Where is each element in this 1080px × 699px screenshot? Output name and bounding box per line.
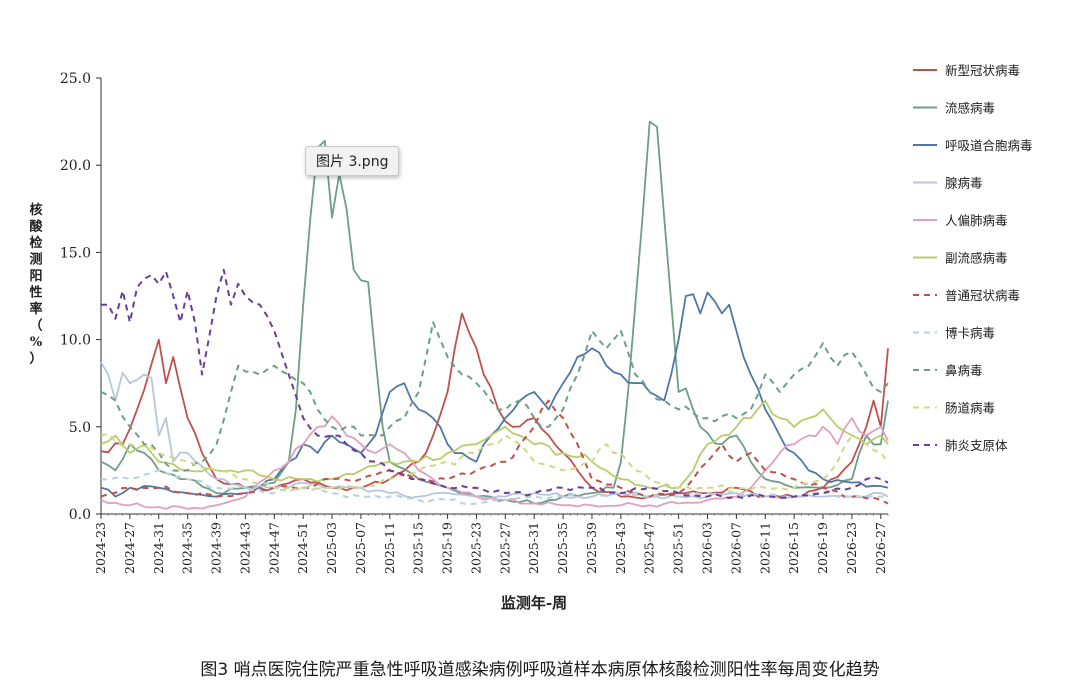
- x-tick-label: 2025-31: [526, 522, 541, 574]
- legend-label: 腺病毒: [945, 176, 983, 191]
- x-tick-label: 2026-03: [699, 522, 714, 574]
- series-line: [100, 399, 889, 490]
- figure-caption: 图3 哨点医院住院严重急性呼吸道感染病例呼吸道样本病原体核酸检测阳性率每周变化趋…: [200, 660, 880, 680]
- x-tick-label: 2025-03: [324, 522, 339, 574]
- y-tick-label: 0.0: [69, 507, 91, 523]
- legend-label: 副流感病毒: [945, 251, 1008, 266]
- image-filename-tooltip: 图片 3.png: [305, 146, 400, 176]
- x-tick-label: 2025-19: [440, 522, 455, 574]
- y-tick-label: 5.0: [69, 420, 91, 436]
- x-tick-label: 2026-07: [728, 522, 743, 574]
- series-line: [100, 469, 888, 506]
- x-tick-label: 2026-23: [844, 522, 859, 574]
- x-tick-label: 2025-15: [411, 522, 426, 574]
- chart-legend: 新型冠状病毒流感病毒呼吸道合胞病毒腺病毒人偏肺病毒副流感病毒普通冠状病毒博卡病毒…: [913, 63, 1033, 453]
- chart-series-layer: [100, 120, 889, 510]
- legend-label: 呼吸道合胞病毒: [945, 138, 1033, 153]
- x-tick-label: 2024-43: [237, 522, 252, 574]
- x-tick-label: 2026-27: [873, 522, 888, 574]
- legend-label: 普通冠状病毒: [945, 288, 1020, 303]
- series-line: [100, 361, 889, 500]
- x-tick-label: 2026-11: [757, 522, 772, 574]
- x-tick-label: 2024-47: [266, 522, 281, 574]
- x-axis-label: 监测年-周: [501, 594, 567, 612]
- legend-label: 肺炎支原体: [945, 438, 1008, 453]
- x-tick-label: 2025-47: [642, 522, 657, 574]
- x-tick-label: 2025-43: [613, 522, 628, 574]
- legend-label: 新型冠状病毒: [945, 63, 1020, 78]
- legend-label: 流感病毒: [945, 101, 995, 116]
- x-tick-label: 2024-27: [122, 522, 137, 574]
- series-line: [100, 399, 889, 505]
- x-tick-label: 2024-31: [151, 522, 166, 574]
- x-tick-label: 2024-35: [180, 522, 195, 574]
- y-axis-label: 核酸检测阳性率（%）: [29, 202, 43, 367]
- x-tick-label: 2025-27: [497, 522, 512, 574]
- series-line: [100, 415, 889, 510]
- x-tick-label: 2025-07: [353, 522, 368, 574]
- legend-label: 人偏肺病毒: [945, 213, 1008, 228]
- y-tick-label: 25.0: [60, 71, 91, 87]
- series-line: [101, 268, 889, 499]
- y-tick-label: 15.0: [60, 245, 91, 261]
- x-tick-label: 2025-35: [555, 522, 570, 574]
- series-line: [100, 321, 889, 473]
- x-tick-label: 2025-11: [382, 522, 397, 574]
- x-tick-label: 2024-51: [295, 522, 310, 574]
- x-tick-label: 2025-51: [671, 522, 686, 574]
- x-tick-label: 2026-15: [786, 522, 801, 574]
- legend-label: 鼻病毒: [945, 363, 983, 378]
- y-tick-label: 20.0: [60, 158, 91, 174]
- legend-label: 肠道病毒: [945, 401, 995, 416]
- x-tick-label: 2025-39: [584, 522, 599, 574]
- x-tick-label: 2024-39: [209, 522, 224, 574]
- x-tick-label: 2024-23: [93, 522, 108, 574]
- x-tick-label: 2025-23: [468, 522, 483, 574]
- y-tick-label: 10.0: [60, 333, 91, 349]
- chart-axes: 0.0 5.0 10.0 15.0 20.0 25.0 2024-23 2024-27 2024…: [60, 71, 889, 574]
- series-line: [100, 120, 889, 505]
- x-tick-label: 2026-19: [815, 522, 830, 574]
- legend-label: 博卡病毒: [945, 326, 995, 341]
